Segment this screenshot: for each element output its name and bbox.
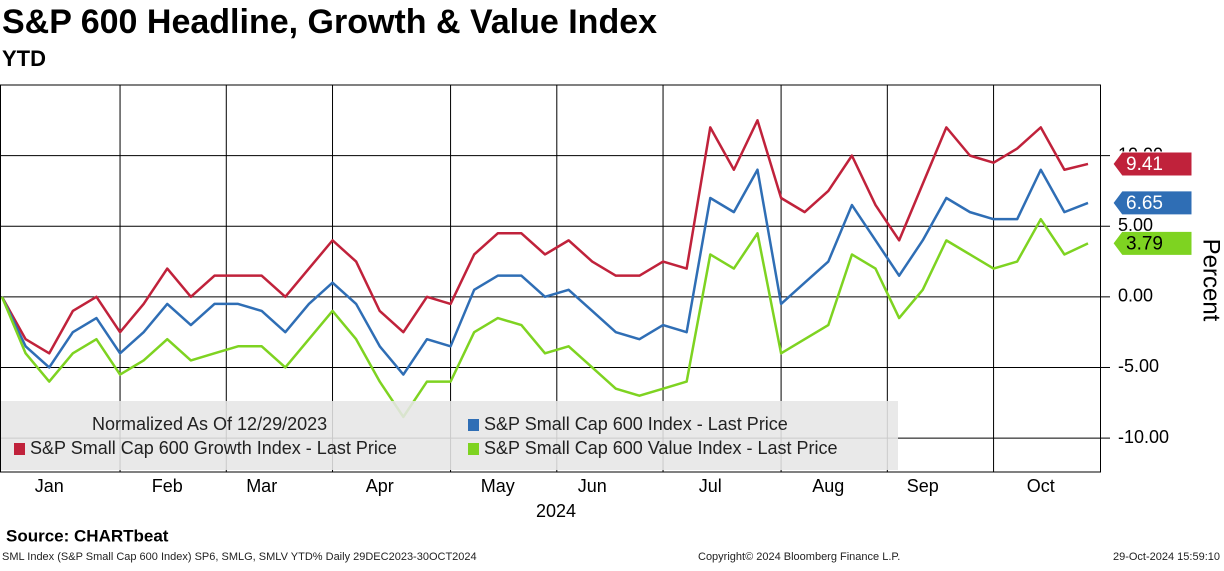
x-tick-label: Jun [578,476,607,496]
x-tick-label: Feb [152,476,183,496]
y-axis-label: Percent [1198,239,1224,322]
x-tick-label: Sep [907,476,939,496]
x-tick-label: Oct [1027,476,1055,496]
y-tick-label: 0.00 [1118,286,1153,306]
x-tick-label: Mar [246,476,277,496]
footer-right: 29-Oct-2024 15:59:10 [1113,551,1220,563]
series-line [0,119,1089,355]
plot-frame [0,84,1101,473]
legend-swatch [468,443,479,455]
source: Source: CHARTbeat [6,526,169,545]
legend-swatch [14,443,25,455]
legend-note: Normalized As Of 12/29/2023 [92,414,327,434]
x-tick-label: Jul [699,476,722,496]
chart-title: S&P 600 Headline, Growth & Value Index [2,3,657,41]
y-tick-label: -10.00 [1118,427,1169,447]
legend-swatch [468,419,479,431]
last-value-label: 9.41 [1126,154,1163,175]
last-value-tag [1112,230,1193,256]
last-value-tag [1112,151,1193,177]
legend-box [1,401,898,470]
last-value-label: 6.65 [1126,193,1163,214]
legend-label: S&P Small Cap 600 Index - Last Price [484,414,788,434]
series-line [0,217,1089,419]
x-tick-label: May [481,476,515,496]
legend-label: S&P Small Cap 600 Value Index - Last Pri… [484,438,838,458]
footer-left: SML Index (S&P Small Cap 600 Index) SP6,… [2,551,477,563]
x-tick-label: Aug [812,476,844,496]
y-tick-label: 5.00 [1118,215,1153,235]
last-value-label: 3.79 [1126,233,1163,254]
series-line [0,168,1089,376]
legend-label: S&P Small Cap 600 Growth Index - Last Pr… [30,438,397,458]
chart-subtitle: YTD [2,46,46,71]
last-value-tag [1112,190,1193,216]
x-tick-label: Jan [35,476,64,496]
y-tick-label: -5.00 [1118,356,1159,376]
footer-center: Copyright© 2024 Bloomberg Finance L.P. [698,551,900,563]
x-axis-label: 2024 [536,501,576,521]
x-tick-label: Apr [366,476,394,496]
